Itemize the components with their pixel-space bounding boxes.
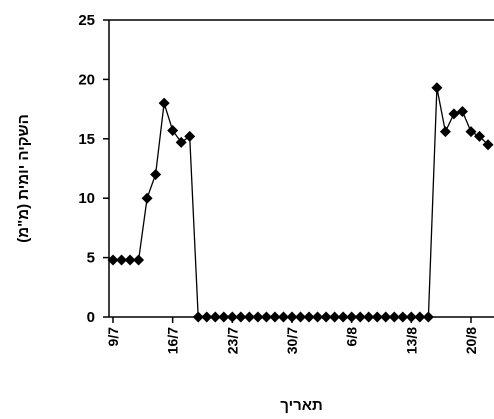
series-markers-group (107, 82, 494, 323)
data-point-marker (192, 311, 204, 323)
x-tick-label: 6/8 (344, 327, 360, 347)
y-tick-label: 0 (87, 309, 95, 326)
data-point-marker (158, 97, 170, 109)
y-tick-label: 15 (78, 131, 95, 148)
data-point-marker (133, 254, 145, 266)
x-tick-label: 9/7 (105, 327, 121, 347)
data-point-marker (107, 254, 119, 266)
x-tick-label: 16/7 (165, 327, 181, 354)
x-tick-label: 13/8 (403, 327, 419, 354)
data-point-marker (439, 126, 451, 138)
y-axis-title: השקיה יומית (מ"מ) (15, 114, 32, 243)
data-point-marker (397, 311, 409, 323)
series-line (113, 87, 489, 318)
data-point-marker (405, 311, 417, 323)
data-point-marker (252, 311, 264, 323)
plot-frame (108, 19, 494, 318)
x-tick-label: 30/7 (284, 327, 300, 354)
data-point-marker (260, 311, 272, 323)
data-point-marker (116, 254, 128, 266)
data-point-marker (243, 311, 255, 323)
data-point-marker (448, 108, 460, 120)
data-point-marker (380, 311, 392, 323)
data-point-marker (269, 311, 281, 323)
data-point-marker (150, 168, 162, 180)
data-point-marker (371, 311, 383, 323)
data-point-marker (363, 311, 375, 323)
data-point-marker (456, 105, 468, 117)
data-point-marker (141, 192, 153, 204)
data-point-marker (295, 311, 307, 323)
data-point-marker (388, 311, 400, 323)
data-point-marker (277, 311, 289, 323)
data-point-marker (346, 311, 358, 323)
y-axis-ticks: 0 5 10 15 20 25 (78, 12, 109, 326)
y-tick-label: 25 (78, 12, 95, 29)
data-point-marker (431, 82, 443, 94)
data-point-marker (226, 311, 238, 323)
x-axis-ticks: 9/7 16/7 23/7 30/7 6/8 13/8 20/8 (105, 317, 479, 354)
y-tick-label: 5 (87, 250, 95, 267)
data-point-marker (312, 311, 324, 323)
data-point-marker (329, 311, 341, 323)
data-point-marker (320, 311, 332, 323)
data-point-marker (124, 254, 136, 266)
x-tick-label: 20/8 (463, 327, 479, 354)
data-point-marker (414, 311, 426, 323)
data-point-marker (209, 311, 221, 323)
data-point-marker (474, 130, 486, 142)
y-tick-label: 20 (78, 71, 95, 88)
data-point-marker (482, 139, 494, 151)
y-tick-label: 10 (78, 190, 95, 207)
data-point-marker (337, 311, 349, 323)
data-point-marker (235, 311, 247, 323)
x-axis-title: תאריך (280, 397, 323, 414)
data-point-marker (201, 311, 213, 323)
data-point-marker (303, 311, 315, 323)
data-point-marker (218, 311, 230, 323)
data-point-marker (465, 126, 477, 138)
data-point-marker (175, 136, 187, 148)
data-point-marker (167, 124, 179, 136)
series-line-group (113, 87, 489, 318)
data-point-marker (422, 311, 434, 323)
x-tick-label: 23/7 (224, 327, 240, 354)
data-point-marker (184, 130, 196, 142)
data-point-marker (286, 311, 298, 323)
data-point-marker (354, 311, 366, 323)
